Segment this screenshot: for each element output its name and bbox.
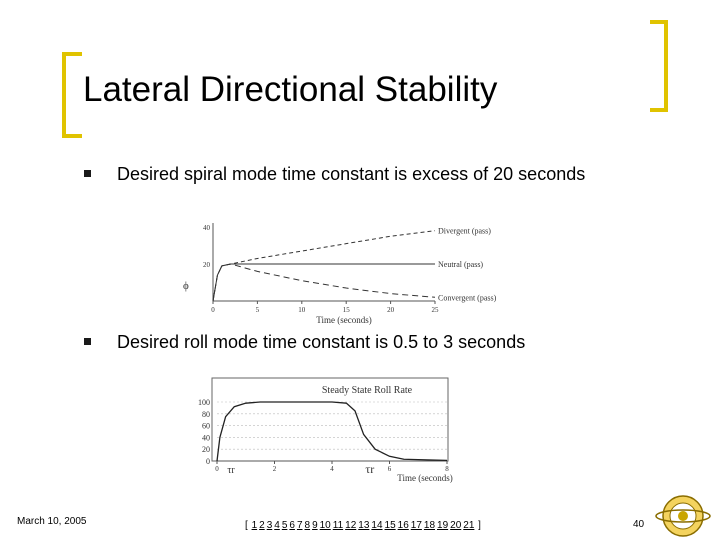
chart1-series-label: Neutral (pass) xyxy=(438,260,483,269)
nav-open-bracket: [ xyxy=(245,520,248,531)
nav-close-bracket: ] xyxy=(478,520,481,531)
nav-link-8[interactable]: 8 xyxy=(304,520,311,531)
nav-link-6[interactable]: 6 xyxy=(289,520,295,531)
nav-link-14[interactable]: 14 xyxy=(371,520,383,531)
nav-link-18[interactable]: 18 xyxy=(423,520,436,531)
bullet-text-spiral-mode: Desired spiral mode time constant is exc… xyxy=(117,164,586,184)
chart1-x-tick-label: 15 xyxy=(343,306,351,314)
chart2-y-tick-label: 60 xyxy=(202,422,210,431)
chart2-y-tick-label: 20 xyxy=(202,445,210,454)
chart1-series-line xyxy=(212,263,436,302)
chart2-annotation-tau-r: τr xyxy=(227,465,235,476)
footer-date: March 10, 2005 xyxy=(17,516,87,527)
right-bracket-decoration xyxy=(650,20,668,112)
nav-link-1[interactable]: 1 xyxy=(251,520,258,531)
nav-link-2[interactable]: 2 xyxy=(259,520,265,531)
nav-link-16[interactable]: 16 xyxy=(397,520,409,531)
chart1-y-label: ϕ xyxy=(183,280,189,292)
chart2-y-tick-label: 80 xyxy=(202,410,210,419)
nav-link-10[interactable]: 10 xyxy=(319,520,331,531)
bullet-marker-1 xyxy=(84,170,91,177)
nav-link-21[interactable]: 21 xyxy=(463,520,475,531)
chart1-y-tick-label: 40 xyxy=(203,224,211,232)
nav-link-3[interactable]: 3 xyxy=(266,520,273,531)
chart1-y-tick-label: 20 xyxy=(203,261,211,269)
slide-navigation: [ 1 2 3 4 5 6 7 8 9 10 11 12 13 14 15 16 17 18 19 20 21 ] xyxy=(245,520,481,531)
chart2-x-tick-label: 6 xyxy=(388,465,392,473)
chart2-annotation-tau-r: τr xyxy=(365,462,374,476)
nav-links: 1 2 3 4 5 6 7 8 9 10 11 12 13 14 15 16 17 18 19 20 21 xyxy=(251,520,476,531)
nav-link-15[interactable]: 15 xyxy=(384,520,396,531)
nav-link-12[interactable]: 12 xyxy=(345,520,357,531)
left-bracket-decoration xyxy=(62,52,82,138)
chart2-x-tick-label: 2 xyxy=(273,465,277,473)
chart2-roll-rate-line xyxy=(216,401,448,462)
chart1-x-tick-label: 25 xyxy=(432,306,440,314)
roll-mode-chart: Steady State Roll Rate 0 20 40 60 80 100 0 2 4 6 8 τ… xyxy=(198,377,453,483)
university-logo xyxy=(655,495,711,537)
chart2-x-tick-label: 0 xyxy=(215,465,219,473)
bullet-marker-2 xyxy=(84,338,91,345)
nav-link-9[interactable]: 9 xyxy=(312,520,318,531)
chart1-x-label: Time (seconds) xyxy=(316,315,371,325)
chart2-x-label: Time (seconds) xyxy=(397,473,452,483)
chart2-title: Steady State Roll Rate xyxy=(322,385,413,396)
spiral-mode-chart: 0 5 10 15 20 25 20 40 ϕ Time (seconds) Divergent (… xyxy=(183,223,497,325)
nav-link-20[interactable]: 20 xyxy=(450,520,462,531)
chart1-series-label: Divergent (pass) xyxy=(438,227,491,236)
chart1-series-line xyxy=(212,263,435,302)
nav-link-13[interactable]: 13 xyxy=(358,520,370,531)
chart2-x-tick-label: 8 xyxy=(445,465,449,473)
chart1-x-tick-label: 5 xyxy=(256,306,260,314)
nav-link-4[interactable]: 4 xyxy=(274,520,280,531)
nav-link-7[interactable]: 7 xyxy=(296,520,303,531)
chart1-series-label: Convergent (pass) xyxy=(438,293,497,302)
chart2-x-tick-label: 4 xyxy=(330,465,334,473)
chart1-x-tick-label: 10 xyxy=(298,306,306,314)
slide-title: Lateral Directional Stability xyxy=(83,70,498,109)
page-number: 40 xyxy=(633,519,645,530)
nav-link-19[interactable]: 19 xyxy=(437,520,449,531)
chart2-y-tick-label: 100 xyxy=(198,398,210,407)
nav-link-5[interactable]: 5 xyxy=(281,520,288,531)
chart1-series-line xyxy=(212,230,436,302)
nav-link-11[interactable]: 11 xyxy=(332,520,344,531)
nav-link-17[interactable]: 17 xyxy=(410,520,422,531)
chart2-y-tick-label: 0 xyxy=(206,457,210,466)
chart1-x-tick-label: 20 xyxy=(387,306,395,314)
bullet-text-roll-mode: Desired roll mode time constant is 0.5 t… xyxy=(117,332,526,352)
chart1-x-tick-label: 0 xyxy=(211,306,215,314)
chart2-y-tick-label: 40 xyxy=(202,433,210,442)
